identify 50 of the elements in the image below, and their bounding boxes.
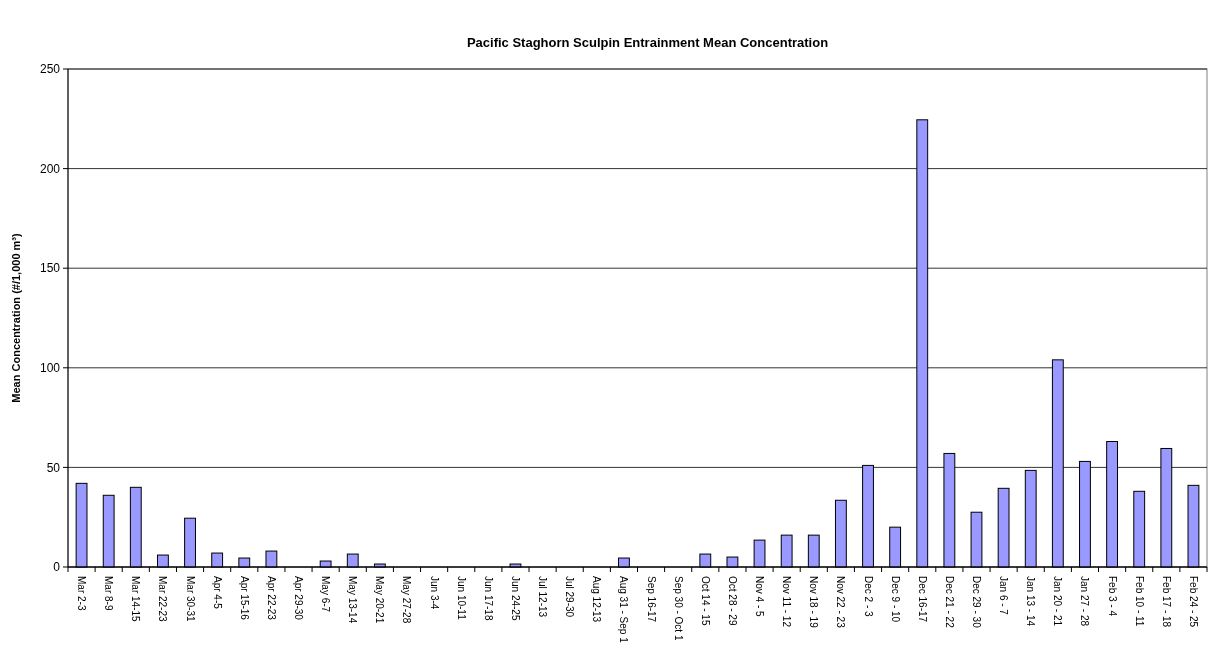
x-tick-label: Jun 3-4 xyxy=(428,576,440,610)
x-tick-label: Feb 24 - 25 xyxy=(1187,576,1199,628)
y-tick-label: 200 xyxy=(39,161,61,176)
x-tick-label: Nov 4 - 5 xyxy=(754,576,766,618)
x-tick-label: Apr 4-5 xyxy=(211,576,223,610)
x-tick-label: Nov 18 - 19 xyxy=(808,576,820,629)
chart-title: Pacific Staghorn Sculpin Entrainment Mean Concentration xyxy=(466,35,829,50)
x-tick-label: Aug 12-13 xyxy=(591,576,603,623)
x-tick-label: Apr 15-16 xyxy=(238,576,250,621)
x-tick-label: May 27-28 xyxy=(401,576,413,624)
x-tick-label: Dec 9 - 10 xyxy=(889,576,901,623)
x-tick-label: Dec 16-17 xyxy=(916,576,928,623)
x-tick-label: Mar 2-3 xyxy=(76,576,88,611)
x-tick-label: Dec 21 - 22 xyxy=(943,576,955,629)
x-tick-label: Jul 12-13 xyxy=(537,576,549,618)
x-tick-label: Feb 10 - 11 xyxy=(1133,576,1145,627)
x-tick-label: Jan 13 - 14 xyxy=(1025,576,1037,627)
x-tick-label: Nov 22 - 23 xyxy=(835,576,847,629)
x-tick-label: Sep 16-17 xyxy=(645,576,657,623)
x-tick-label: Feb 3 - 4 xyxy=(1106,576,1118,617)
x-tick-label: Oct 28 - 29 xyxy=(726,576,738,626)
x-tick-label: May 6-7 xyxy=(320,576,332,613)
x-tick-label: Mar 22-23 xyxy=(157,576,169,623)
x-tick-label: May 20-21 xyxy=(374,576,386,624)
y-axis-title: Mean Concentration (#/1,000 m³) xyxy=(10,233,22,403)
x-tick-label: Sep 30 - Oct 1 xyxy=(672,576,684,641)
x-tick-label: Mar 14-15 xyxy=(130,576,142,623)
y-tick-label: 100 xyxy=(39,361,61,375)
x-tick-label: Oct 14 - 15 xyxy=(699,576,711,626)
x-tick-label: Mar 30-31 xyxy=(184,576,196,623)
y-tick-label: 150 xyxy=(39,261,61,276)
x-tick-label: Aug 31 - Sep 1 xyxy=(618,576,630,644)
x-tick-label: Dec 2 - 3 xyxy=(862,576,874,618)
x-tick-label: Apr 22-23 xyxy=(265,576,277,621)
x-tick-label: Mar 8-9 xyxy=(103,576,115,611)
x-tick-label: Jun 24-25 xyxy=(509,576,521,621)
y-tick-label: 50 xyxy=(46,460,61,475)
x-tick-label: Jun 17-18 xyxy=(482,576,494,621)
x-tick-label: Jan 27 - 28 xyxy=(1079,576,1091,627)
y-tick-label: 250 xyxy=(39,62,61,77)
x-tick-label: Jan 20 - 21 xyxy=(1052,576,1064,627)
x-tick-label: Jan 6 - 7 xyxy=(998,576,1010,616)
x-tick-label: Feb 17 - 18 xyxy=(1160,576,1172,628)
x-tick-label: Jul 29-30 xyxy=(564,576,576,618)
x-tick-label: Nov 11 - 12 xyxy=(781,576,793,628)
y-tick-label: 0 xyxy=(53,560,61,575)
x-tick-label: May 13-14 xyxy=(347,576,359,624)
x-tick-label: Apr 29-30 xyxy=(293,576,305,621)
x-tick-label: Dec 29 - 30 xyxy=(970,576,982,629)
x-tick-label: Jun 10-11 xyxy=(455,576,467,621)
